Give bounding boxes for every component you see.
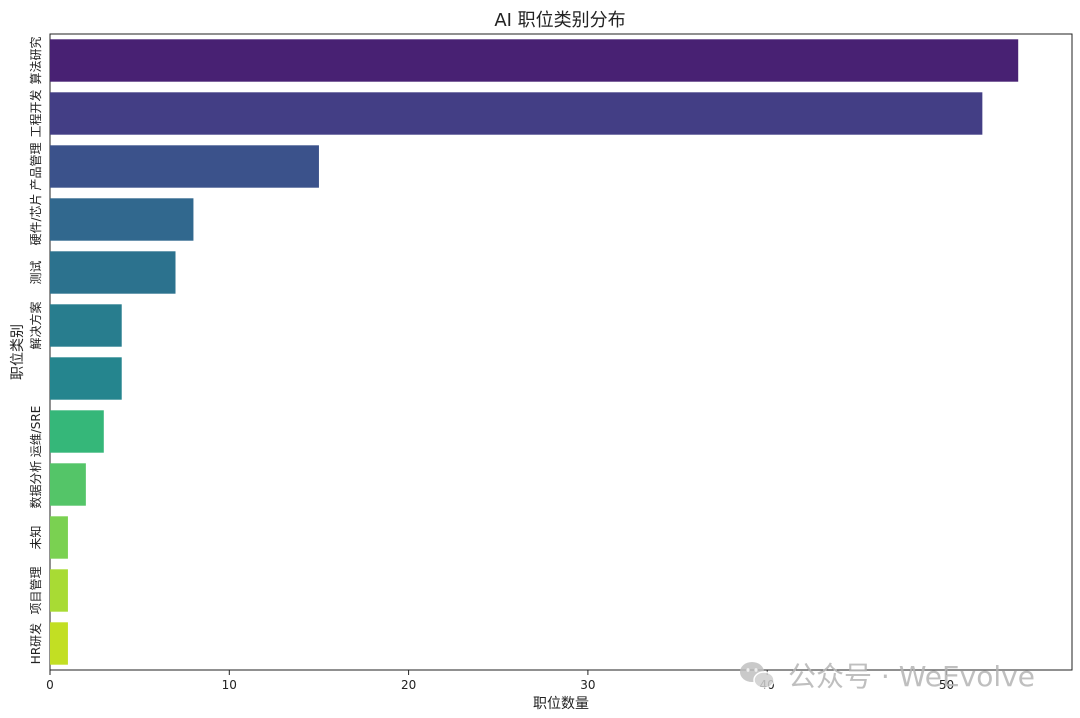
category-label-6: 解决方案 bbox=[28, 301, 43, 349]
category-label-9: 数据分析 bbox=[28, 460, 43, 508]
x-tick-label-3: 30 bbox=[580, 678, 595, 692]
x-tick-label-1: 10 bbox=[222, 678, 237, 692]
bar-11 bbox=[50, 569, 68, 612]
watermark-text: 公众号 · WeEvolve bbox=[788, 660, 1035, 693]
bar-7 bbox=[50, 357, 122, 400]
watermark: 公众号 · WeEvolve bbox=[740, 660, 1035, 693]
x-tick-label-5: 50 bbox=[939, 678, 954, 692]
x-tick-label-0: 0 bbox=[46, 678, 54, 692]
category-label-12: HR研发 bbox=[28, 623, 43, 664]
y-axis-label: 职位类别 bbox=[10, 324, 26, 380]
category-label-2: 工程开发 bbox=[28, 89, 43, 137]
plot-frame bbox=[49, 33, 1073, 671]
bar-10 bbox=[50, 516, 68, 559]
bar-9 bbox=[50, 463, 86, 506]
category-label-10: 未知 bbox=[29, 525, 43, 549]
bars-group bbox=[50, 39, 1019, 665]
category-label-4: 硬件/芯片 bbox=[29, 193, 43, 245]
wechat-icon bbox=[740, 662, 775, 689]
category-label-3: 产品管理 bbox=[28, 142, 43, 190]
bar-4 bbox=[50, 198, 194, 241]
bar-12 bbox=[50, 622, 68, 665]
category-label-8: 运维/SRE bbox=[29, 406, 43, 458]
bar-1 bbox=[50, 39, 1019, 82]
category-label-1: 算法研究 bbox=[28, 36, 43, 84]
bar-6 bbox=[50, 304, 122, 347]
x-axis-label: 职位数量 bbox=[533, 696, 589, 712]
bar-3 bbox=[50, 145, 319, 188]
category-label-11: 项目管理 bbox=[28, 566, 43, 614]
category-label-5: 测试 bbox=[28, 260, 43, 284]
bar-2 bbox=[50, 92, 983, 135]
bar-5 bbox=[50, 251, 176, 294]
bar-8 bbox=[50, 410, 104, 453]
chart-title: AI 职位类别分布 bbox=[494, 10, 625, 31]
x-tick-label-2: 20 bbox=[401, 678, 416, 692]
